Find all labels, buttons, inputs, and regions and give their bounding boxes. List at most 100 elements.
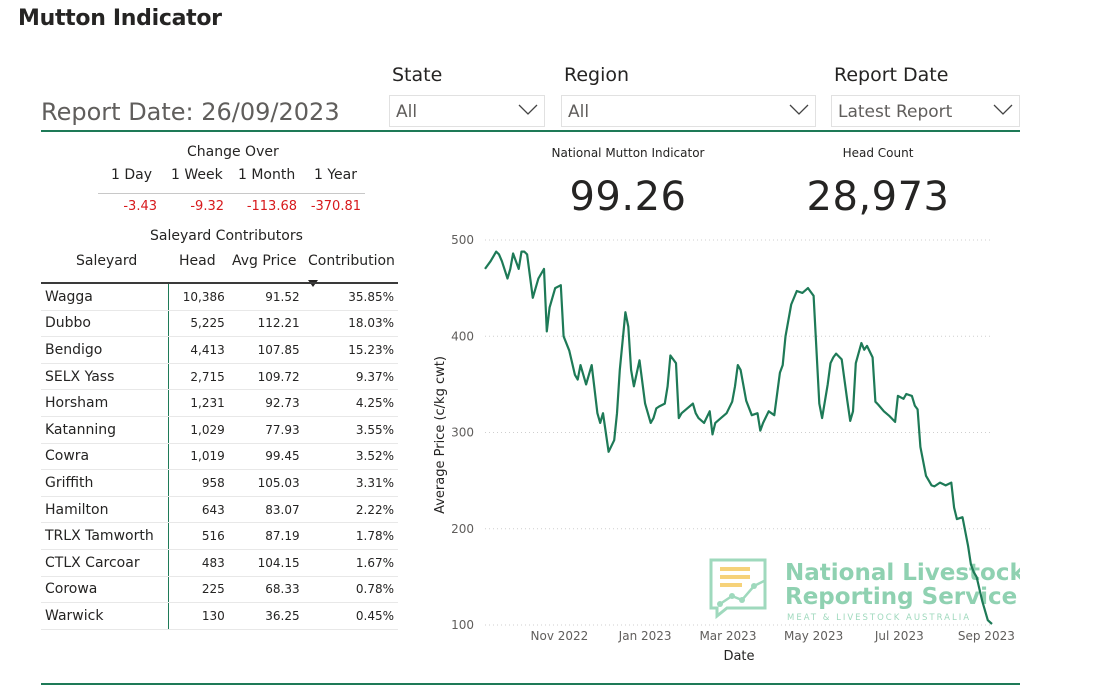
mutton-price-chart: 100 200 300 400 500 Nov 2022 Jan 2023 Mar 2023…	[433, 233, 1020, 664]
contribution-cell: 0.45%	[299, 602, 398, 630]
saleyard-name-cell: Cowra	[41, 443, 170, 471]
head-cell: 2,715	[168, 363, 225, 391]
bottom-divider	[41, 683, 1020, 685]
contribution-cell: 9.37%	[299, 363, 398, 391]
table-row[interactable]: CTLX Carcoar 483 104.15 1.67%	[41, 549, 398, 577]
contribution-cell: 3.52%	[299, 443, 398, 471]
head-column-header[interactable]: Head	[179, 253, 216, 269]
table-row[interactable]: Horsham 1,231 92.73 4.25%	[41, 389, 398, 417]
x-tick-label: May 2023	[784, 629, 843, 643]
change-value-1-day: -3.43	[123, 199, 157, 214]
head-cell: 1,029	[168, 416, 225, 444]
saleyard-name-cell: Griffith	[41, 469, 170, 497]
table-row[interactable]: Hamilton 643 83.07 2.22%	[41, 496, 398, 524]
nlrs-logo-line1: National Livestock	[785, 560, 1020, 586]
chevron-down-icon	[993, 102, 1013, 121]
chart-x-ticks: Nov 2022 Jan 2023 Mar 2023 May 2023 Jul 2023…	[531, 629, 1015, 643]
top-divider	[41, 130, 1020, 132]
saleyard-name-cell: Warwick	[41, 602, 170, 630]
contribution-cell: 3.31%	[299, 469, 398, 497]
table-row[interactable]: Corowa 225 68.33 0.78%	[41, 576, 398, 604]
head-count-label: Head Count	[842, 146, 914, 160]
state-slicer-label: State	[392, 64, 443, 86]
y-tick-label: 300	[451, 426, 474, 440]
table-header-divider	[41, 282, 398, 284]
avg-price-cell: 112.21	[224, 310, 300, 338]
nlrs-logo-icon	[709, 558, 767, 620]
head-cell: 1,231	[168, 389, 225, 417]
x-tick-label: Sep 2023	[958, 629, 1015, 643]
saleyard-name-cell: CTLX Carcoar	[41, 549, 170, 577]
table-row[interactable]: Warwick 130 36.25 0.45%	[41, 602, 398, 630]
chart-series-line	[484, 250, 993, 625]
table-row[interactable]: Cowra 1,019 99.45 3.52%	[41, 443, 398, 471]
avg-price-cell: 105.03	[224, 469, 300, 497]
nlrs-logo-line2: Reporting Service	[785, 584, 1017, 610]
saleyard-name-cell: Horsham	[41, 389, 170, 417]
change-value-1-week: -9.32	[190, 199, 224, 214]
contribution-cell: 15.23%	[299, 336, 398, 364]
contribution-cell: 2.22%	[299, 496, 398, 524]
contribution-cell: 18.03%	[299, 310, 398, 338]
report-date-dropdown[interactable]: Latest Report	[831, 95, 1020, 127]
region-dropdown[interactable]: All	[561, 95, 816, 127]
table-row[interactable]: Dubbo 5,225 112.21 18.03%	[41, 310, 398, 338]
head-cell: 10,386	[168, 284, 225, 311]
chart-gridlines	[485, 239, 992, 626]
avg-price-cell: 77.93	[224, 416, 300, 444]
change-value-1-month: -113.68	[246, 199, 297, 214]
chevron-down-icon	[789, 102, 809, 121]
change-header-1-day: 1 Day	[111, 167, 153, 183]
saleyard-name-cell: Corowa	[41, 576, 170, 604]
change-value-1-year: -370.81	[310, 199, 361, 214]
head-cell: 643	[168, 496, 225, 524]
avg-price-cell: 68.33	[224, 576, 300, 604]
state-dropdown[interactable]: All	[389, 95, 545, 127]
avg-price-cell: 107.85	[224, 336, 300, 364]
head-cell: 130	[168, 602, 225, 630]
head-cell: 4,413	[168, 336, 225, 364]
table-row[interactable]: Griffith 958 105.03 3.31%	[41, 469, 398, 497]
national-indicator-label: National Mutton Indicator	[551, 146, 705, 160]
saleyard-column-header[interactable]: Saleyard	[76, 253, 138, 269]
y-tick-label: 200	[451, 522, 474, 536]
saleyard-table-body: Wagga 10,386 91.52 35.85% Dubbo 5,225 112.21 18…	[41, 284, 398, 630]
avg-price-cell: 104.15	[224, 549, 300, 577]
contribution-cell: 4.25%	[299, 389, 398, 417]
saleyard-table: Wagga 10,386 91.52 35.85% Dubbo 5,225 112.21 18…	[41, 284, 398, 630]
avg-price-cell: 87.19	[224, 522, 300, 550]
table-row[interactable]: Bendigo 4,413 107.85 15.23%	[41, 336, 398, 364]
report-date-slicer-label: Report Date	[834, 64, 949, 86]
avg-price-column-header[interactable]: Avg Price	[232, 253, 297, 269]
saleyard-name-cell: Katanning	[41, 416, 170, 444]
table-row[interactable]: TRLX Tamworth 516 87.19 1.78%	[41, 522, 398, 550]
report-date-text: Report Date: 26/09/2023	[41, 98, 340, 126]
nlrs-logo-line3: MEAT & LIVESTOCK AUSTRALIA	[787, 613, 971, 623]
nlrs-logo: National Livestock Reporting Service MEA…	[709, 558, 1020, 623]
avg-price-cell: 36.25	[224, 602, 300, 630]
head-cell: 483	[168, 549, 225, 577]
table-row[interactable]: Katanning 1,029 77.93 3.55%	[41, 416, 398, 444]
x-tick-label: Mar 2023	[699, 629, 756, 643]
contribution-cell: 1.67%	[299, 549, 398, 577]
table-row[interactable]: SELX Yass 2,715 109.72 9.37%	[41, 363, 398, 391]
chart-y-axis-label: Average Price (c/kg cwt)	[433, 356, 448, 514]
chevron-down-icon	[518, 102, 538, 121]
avg-price-cell: 83.07	[224, 496, 300, 524]
avg-price-cell: 92.73	[224, 389, 300, 417]
table-row[interactable]: Wagga 10,386 91.52 35.85%	[41, 284, 398, 311]
avg-price-cell: 91.52	[224, 284, 300, 311]
change-header-1-month: 1 Month	[238, 167, 296, 183]
region-slicer-label: Region	[564, 64, 630, 86]
chart-y-ticks: 100 200 300 400 500	[451, 233, 474, 632]
contribution-column-header[interactable]: Contribution	[308, 253, 395, 269]
head-count-value: 28,973	[806, 174, 950, 220]
change-over-divider	[98, 193, 365, 194]
x-tick-label: Jul 2023	[874, 629, 924, 643]
report-date-dropdown-value: Latest Report	[838, 102, 953, 122]
head-cell: 516	[168, 522, 225, 550]
contribution-cell: 35.85%	[299, 284, 398, 311]
contribution-cell: 1.78%	[299, 522, 398, 550]
saleyard-name-cell: Dubbo	[41, 310, 170, 338]
change-over-title: Change Over	[187, 144, 279, 160]
